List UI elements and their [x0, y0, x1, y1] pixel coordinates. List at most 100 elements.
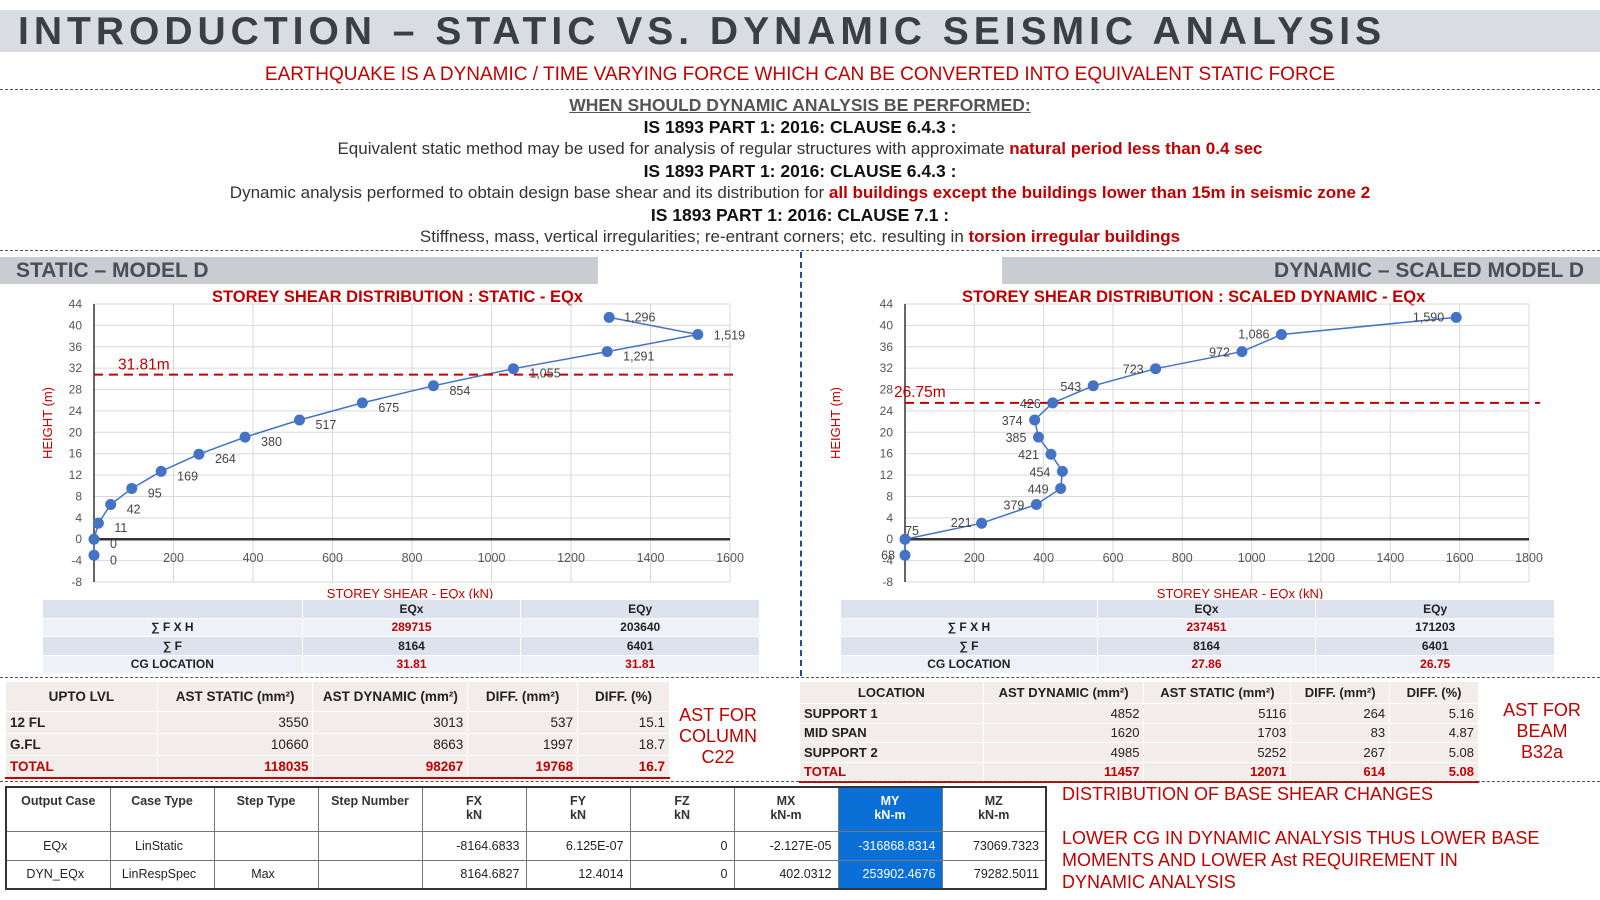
data-label: 449 — [1028, 482, 1049, 496]
cell: 79282.5011 — [941, 859, 1047, 890]
title-bar — [0, 10, 1600, 52]
x-tick-label: 1800 — [1515, 551, 1543, 565]
clause-1: IS 1893 PART 1: 2016: CLAUSE 6.4.3 : — [643, 117, 957, 137]
conclusion-line-2: LOWER CG IN DYNAMIC ANALYSIS THUS LOWER … — [1062, 828, 1540, 848]
data-label: 221 — [951, 516, 972, 530]
cell: 98267 — [312, 755, 469, 779]
x-tick-label: 1600 — [716, 551, 744, 565]
data-label: 723 — [1123, 363, 1144, 377]
cg-line-label: 31.81m — [118, 357, 170, 374]
data-point — [92, 517, 104, 529]
cg-label: ∑ F — [42, 636, 303, 656]
cg-table-dynamic: EQx EQy ∑ F X H 237451 171203 ∑ F 8164 6… — [840, 599, 1555, 674]
data-point — [1047, 397, 1059, 409]
cell: 12 FL — [5, 711, 158, 734]
data-label: 454 — [1030, 465, 1051, 479]
cg-value: 171203 — [1315, 617, 1555, 637]
cell: 5116 — [1143, 703, 1292, 724]
table-row: CG LOCATION 31.81 31.81 — [42, 654, 760, 674]
y-tick-label: 0 — [75, 532, 82, 546]
y-tick-label: 4 — [886, 511, 893, 525]
cell: 73069.7323 — [941, 830, 1047, 861]
cg-header-blank — [42, 599, 303, 619]
cell: Max — [213, 859, 319, 890]
cell: 4985 — [982, 742, 1145, 763]
x-tick-label: 600 — [322, 551, 343, 565]
data-point — [1030, 498, 1042, 510]
data-point — [1029, 414, 1041, 426]
cell: 267 — [1290, 742, 1391, 763]
x-tick-label: 1400 — [1376, 551, 1404, 565]
intro-line-2-highlight: all buildings except the buildings lower… — [828, 183, 1371, 202]
cg-header-eqy: EQy — [1315, 599, 1555, 619]
cell: EQx — [5, 830, 111, 861]
clause-2: IS 1893 PART 1: 2016: CLAUSE 6.4.3 : — [643, 161, 957, 181]
cell-highlighted[interactable]: 253902.4676 — [837, 859, 943, 890]
data-point — [1150, 363, 1162, 375]
cell: TOTAL — [799, 761, 984, 783]
data-point — [1275, 328, 1287, 340]
section-title-static: STATIC – MODEL D — [16, 259, 209, 282]
data-label: 0 — [110, 537, 117, 551]
section-bar-left — [0, 257, 598, 284]
cell: 118035 — [156, 755, 314, 779]
section-title-dynamic: DYNAMIC – SCALED MODEL D — [1274, 259, 1584, 282]
cg-label: CG LOCATION — [840, 654, 1098, 674]
data-point — [1056, 465, 1068, 477]
col-header: Output Case — [5, 786, 111, 832]
data-label: 11 — [114, 521, 127, 535]
col-header-highlighted[interactable]: MY kN-m — [837, 786, 943, 832]
y-axis-label: HEIGHT (m) — [828, 387, 843, 459]
intro-line-1: Equivalent static method may be used for… — [0, 139, 1600, 159]
data-point — [1055, 482, 1067, 494]
data-label: 543 — [1060, 380, 1081, 394]
cg-value: 237451 — [1096, 617, 1317, 637]
data-label: 1,590 — [1413, 310, 1444, 324]
col-header-unit: kN — [674, 808, 690, 822]
data-label: 426 — [1020, 397, 1041, 411]
cell: 18.7 — [577, 733, 670, 756]
table-row: CG LOCATION 27.86 26.75 — [840, 654, 1555, 674]
table-row: MID SPAN 1620 1703 83 4.87 — [799, 722, 1479, 743]
cg-label: ∑ F X H — [840, 617, 1098, 637]
cg-header-eqy: EQy — [520, 599, 760, 619]
x-tick-label: 200 — [163, 551, 184, 565]
col-header: FX kN — [421, 786, 527, 832]
col-header: DIFF. (%) — [577, 681, 670, 712]
data-point — [239, 431, 251, 443]
data-label: 42 — [127, 502, 141, 516]
data-point — [899, 533, 911, 545]
cg-label: ∑ F X H — [42, 617, 303, 637]
col-header-text: MX — [776, 794, 796, 808]
col-header-text: Case Type — [131, 794, 193, 808]
cell-highlighted[interactable]: -316868.8314 — [837, 830, 943, 861]
x-tick-label: 200 — [964, 551, 985, 565]
col-header-text: Step Type — [236, 794, 296, 808]
divider — [0, 89, 1600, 90]
y-tick-label: 12 — [69, 468, 83, 482]
col-header-text: Step Number — [331, 794, 409, 808]
page-title: INTRODUCTION – STATIC VS. DYNAMIC SEISMI… — [18, 10, 1387, 53]
data-label: 75 — [905, 524, 919, 538]
column-note-line: C22 — [701, 747, 735, 767]
y-tick-label: 20 — [880, 425, 894, 439]
table-row-total: TOTAL 118035 98267 19768 16.7 — [5, 755, 670, 779]
data-label: 374 — [1002, 414, 1023, 428]
cg-table-static: EQx EQy ∑ F X H 289715 203640 ∑ F 8164 6… — [42, 599, 760, 674]
cell: 264 — [1290, 703, 1391, 724]
cg-header-eqx: EQx — [1096, 599, 1317, 619]
cell: SUPPORT 1 — [799, 703, 984, 724]
intro-line-2-text: Dynamic analysis performed to obtain des… — [229, 183, 829, 202]
data-label: 68 — [881, 548, 895, 562]
table-row: DYN_EQx LinRespSpec Max 8164.6827 12.401… — [5, 859, 1047, 890]
cell: TOTAL — [5, 755, 158, 779]
column-note-line: COLUMN — [678, 726, 757, 746]
col-header-unit: kN — [466, 808, 482, 822]
divider — [0, 677, 1600, 678]
cell — [317, 859, 423, 890]
chart-0: -8 -4 0 4 8 12 16 20 24 28 32 36 40 44 200 400 600 800 100… — [40, 297, 745, 601]
col-header-unit: kN-m — [978, 808, 1010, 822]
cell: 5.08 — [1389, 761, 1479, 783]
col-header-text: FY — [570, 794, 586, 808]
cg-header-blank — [840, 599, 1098, 619]
